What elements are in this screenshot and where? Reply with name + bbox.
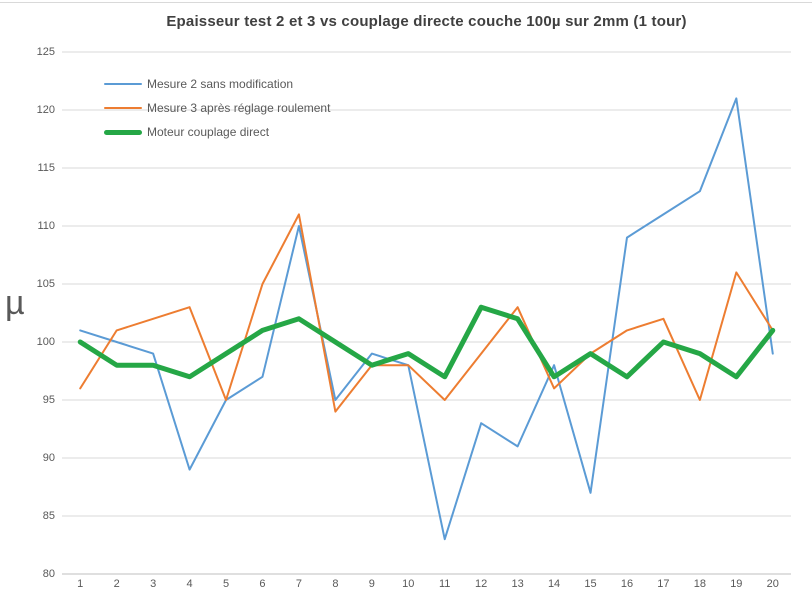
legend-label: Mesure 3 après réglage roulement bbox=[147, 101, 331, 115]
x-tick-label-8: 8 bbox=[332, 578, 339, 590]
series-line-mesure-3-apr-s-r-glage-roulement[interactable] bbox=[79, 213, 774, 413]
chart-title: Epaisseur test 2 et 3 vs couplage direct… bbox=[166, 13, 687, 30]
x-tick-label-14: 14 bbox=[547, 578, 561, 590]
x-tick-label-13: 13 bbox=[511, 578, 524, 590]
x-tick-label-6: 6 bbox=[259, 578, 266, 590]
x-tick-label-11: 11 bbox=[439, 578, 451, 590]
x-tick-label-18: 18 bbox=[693, 578, 706, 590]
x-tick-label-12: 12 bbox=[475, 578, 488, 590]
legend: Mesure 2 sans modification Mesure 3 aprè… bbox=[104, 72, 330, 144]
x-tick-label-15: 15 bbox=[584, 578, 597, 590]
y-tick-label-100: 100 bbox=[36, 335, 55, 348]
series-line-mesure-2-sans-modification[interactable] bbox=[79, 97, 774, 541]
legend-item-moteur[interactable]: Moteur couplage direct bbox=[104, 120, 330, 144]
legend-item-mesure-3[interactable]: Mesure 3 après réglage roulement bbox=[104, 96, 330, 120]
y-tick-label-80: 80 bbox=[42, 567, 55, 580]
x-tick-label-17: 17 bbox=[657, 578, 670, 590]
x-tick-label-5: 5 bbox=[222, 578, 230, 590]
x-tick-label-20: 20 bbox=[766, 578, 779, 590]
x-tick-label-9: 9 bbox=[368, 578, 375, 590]
x-tick-label-7: 7 bbox=[295, 578, 302, 590]
y-tick-label-125: 125 bbox=[36, 45, 55, 58]
x-tick-label-4: 4 bbox=[186, 578, 193, 590]
y-tick-label-105: 105 bbox=[36, 277, 55, 290]
legend-item-mesure-2[interactable]: Mesure 2 sans modification bbox=[104, 72, 330, 96]
y-tick-label-90: 90 bbox=[42, 451, 55, 464]
x-tick-label-3: 3 bbox=[150, 578, 157, 590]
x-tick-label-19: 19 bbox=[730, 578, 743, 590]
legend-swatch-mesure-2 bbox=[104, 83, 142, 85]
legend-label: Mesure 2 sans modification bbox=[147, 77, 294, 91]
x-tick-label-16: 16 bbox=[620, 578, 634, 590]
y-tick-label-120: 120 bbox=[36, 103, 55, 116]
y-tick-label-85: 85 bbox=[42, 509, 55, 522]
y-tick-label-110: 110 bbox=[37, 219, 55, 232]
legend-label: Moteur couplage direct bbox=[147, 125, 270, 139]
x-tick-label-10: 10 bbox=[402, 578, 415, 590]
series-line-moteur-couplage-direct[interactable] bbox=[77, 304, 776, 380]
x-tick-label-1: 1 bbox=[77, 578, 84, 590]
y-tick-label-115: 115 bbox=[37, 161, 55, 174]
y-tick-label-95: 95 bbox=[42, 393, 55, 406]
y-axis-label: µ bbox=[5, 284, 25, 322]
legend-swatch-mesure-3 bbox=[104, 107, 142, 109]
top-border-line bbox=[0, 2, 812, 3]
legend-swatch-moteur bbox=[104, 129, 142, 135]
x-tick-label-2: 2 bbox=[113, 578, 120, 590]
